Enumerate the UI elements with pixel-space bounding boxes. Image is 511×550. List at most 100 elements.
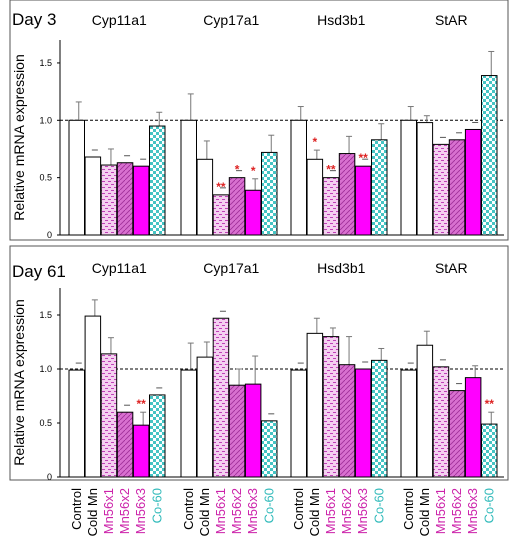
bar: [132, 165, 150, 236]
chart-title: Day 3: [12, 10, 56, 29]
group-label: Cyp17a1: [203, 12, 259, 28]
y-tick-label: 1.5: [39, 310, 52, 320]
category-label: Mn56x2: [449, 488, 464, 534]
bar: [116, 411, 134, 478]
bar: [196, 356, 214, 478]
bar: [416, 344, 434, 478]
panel-day-3: Day 3 0 0.5 1.0 1.5 Relative mRNA expression C…: [9, 0, 509, 241]
bar: [261, 151, 278, 236]
bar: [338, 364, 356, 478]
bar: [244, 383, 262, 478]
category-label: Mn56x3: [355, 488, 370, 534]
y-tick-label: 0.5: [39, 418, 52, 428]
significance-mark: *: [313, 135, 318, 149]
bar: [416, 122, 434, 236]
group-label: StAR: [435, 12, 468, 28]
panel-frame: [9, 0, 509, 241]
category-label: Co-60: [481, 488, 496, 523]
significance-mark: **: [358, 151, 368, 165]
bar: [100, 353, 118, 478]
bar: [212, 317, 230, 478]
category-label: Cold Mn: [417, 488, 432, 536]
bar: [180, 369, 197, 478]
bar: [322, 336, 340, 478]
category-label: Control: [69, 488, 84, 530]
bar: [354, 165, 372, 236]
bar: [290, 369, 307, 478]
bar: [84, 156, 102, 236]
category-label: Control: [291, 488, 306, 530]
bar: [306, 332, 324, 478]
y-axis-label: Relative mRNA expression: [11, 299, 27, 466]
y-tick-label: 0: [47, 230, 52, 240]
category-label: Mn56x2: [229, 488, 244, 534]
bar: [212, 194, 230, 236]
y-tick-label: 1.5: [39, 58, 52, 68]
bar: [448, 390, 466, 478]
category-label: Control: [181, 488, 196, 530]
bar: [354, 368, 372, 478]
category-label: Mn56x1: [323, 488, 338, 534]
category-label: Cold Mn: [197, 488, 212, 536]
category-label: Mn56x2: [117, 488, 132, 534]
bar: [68, 119, 85, 236]
bar: [306, 158, 324, 236]
group-label: Cyp11a1: [92, 260, 147, 276]
significance-mark: **: [216, 180, 226, 194]
category-label: Mn56x3: [245, 488, 260, 534]
bar: [371, 139, 388, 236]
bar: [132, 424, 150, 478]
y-tick-label: 1.0: [39, 115, 52, 125]
category-label: Cold Mn: [85, 488, 100, 536]
bar: [149, 394, 166, 478]
significance-mark: **: [136, 397, 146, 411]
category-label: Co-60: [371, 488, 386, 523]
category-label: Co-60: [261, 488, 276, 523]
significance-mark: *: [235, 163, 240, 177]
bar: [464, 377, 482, 478]
y-tick-label: 0.5: [39, 173, 52, 183]
category-label: Co-60: [149, 488, 164, 523]
y-tick-label: 1.0: [39, 364, 52, 374]
group-label: Cyp11a1: [92, 12, 147, 28]
bar: [400, 369, 417, 478]
bar: [322, 177, 340, 236]
category-label: Cold Mn: [307, 488, 322, 536]
bar: [180, 119, 197, 236]
group-label: StAR: [435, 260, 468, 276]
group-label: Hsd3b1: [317, 260, 365, 276]
y-tick-label: 0: [47, 472, 52, 482]
category-label: Mn56x1: [213, 488, 228, 534]
category-labels: Control Cold Mn Mn56x1 Mn56x2 Mn56x3 Co-60 Con…: [69, 488, 497, 537]
category-label: Mn56x3: [133, 488, 148, 534]
bar: [432, 143, 450, 236]
category-label: Control: [401, 488, 416, 530]
bar: [261, 420, 278, 478]
category-label: Mn56x1: [101, 488, 116, 534]
chart-title: Day 61: [12, 262, 66, 281]
bar: [228, 384, 246, 478]
bar: [448, 139, 466, 236]
bar: [68, 369, 85, 478]
bar: [481, 75, 498, 236]
group-label: Hsd3b1: [317, 12, 365, 28]
bar: [371, 359, 388, 478]
significance-mark: *: [251, 164, 256, 178]
bar: [432, 366, 450, 478]
panel-frame: [9, 245, 509, 481]
bar: [338, 153, 356, 236]
bar: [149, 125, 166, 236]
bar: [228, 177, 246, 236]
significance-mark: **: [485, 397, 495, 411]
bar: [290, 119, 307, 236]
bar: [100, 164, 118, 236]
significance-mark: **: [326, 163, 336, 177]
bar: [464, 128, 482, 236]
bar: [116, 162, 134, 236]
bar: [196, 158, 214, 236]
bar: [244, 189, 262, 236]
panel-day-61: Day 61 0 0.5 1.0 1.5 Relative mRNA expression…: [9, 245, 509, 482]
bar: [84, 315, 102, 478]
category-label: Mn56x2: [339, 488, 354, 534]
